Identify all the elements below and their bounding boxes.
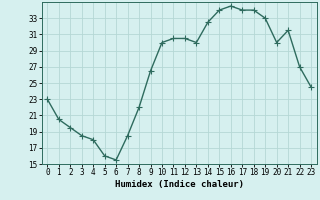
X-axis label: Humidex (Indice chaleur): Humidex (Indice chaleur) (115, 180, 244, 189)
